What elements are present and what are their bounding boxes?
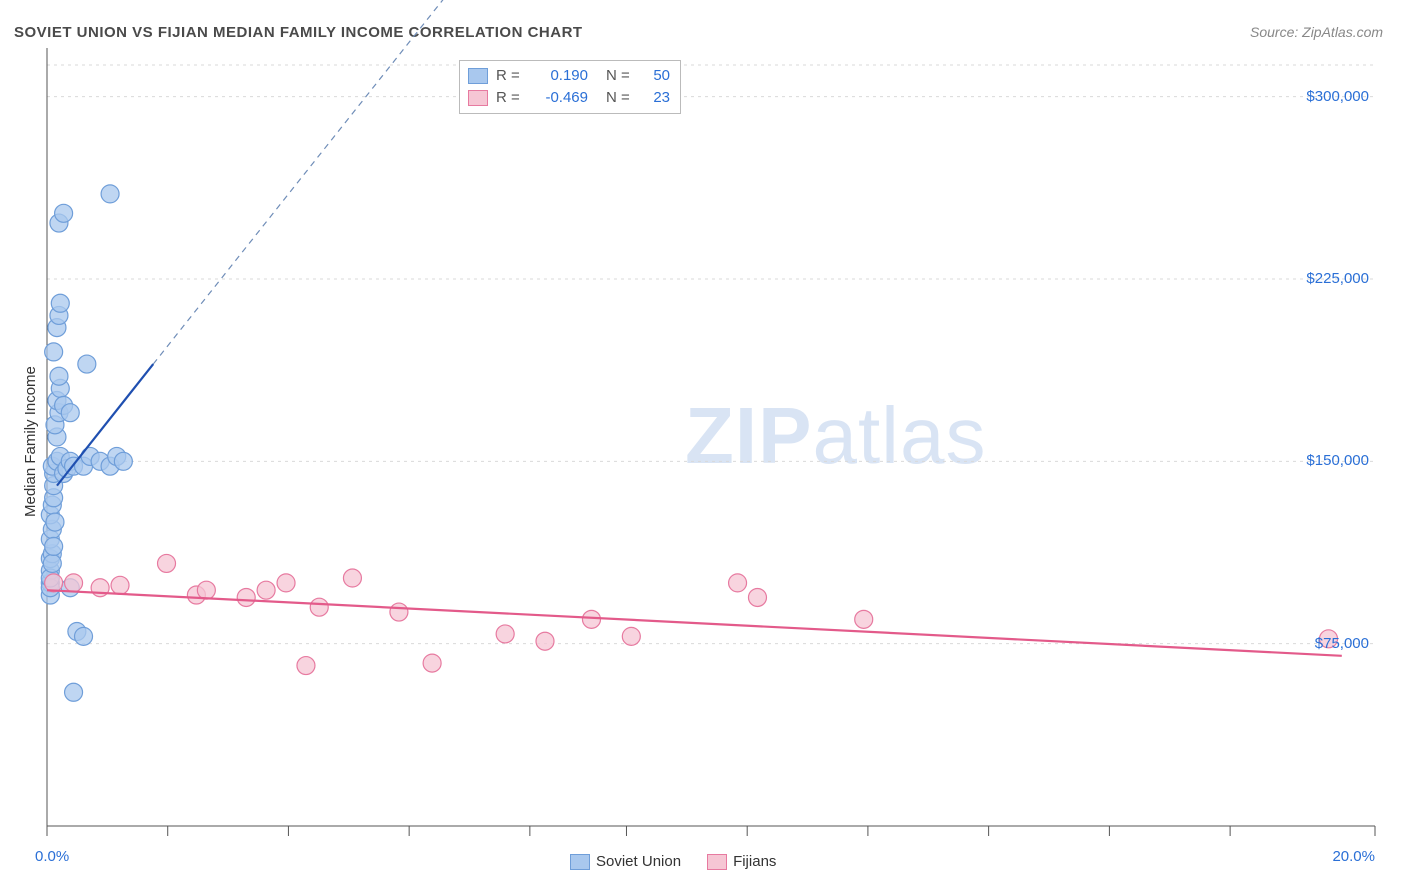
legend-label: Soviet Union (596, 853, 681, 870)
chart-plot (0, 0, 1406, 892)
legend-r-label: R = (496, 65, 524, 87)
legend-r-value: -0.469 (532, 87, 588, 109)
y-tick-label: $150,000 (1306, 452, 1369, 469)
series-legend: Soviet Union Fijians (570, 853, 776, 870)
legend-item: Soviet Union (570, 853, 681, 870)
legend-swatch (570, 854, 590, 870)
x-tick-label: 0.0% (35, 848, 69, 865)
correlation-legend: R = 0.190 N = 50 R = -0.469 N = 23 (459, 60, 681, 114)
y-tick-label: $300,000 (1306, 88, 1369, 105)
legend-n-label: N = (606, 87, 634, 109)
legend-swatch (468, 90, 488, 106)
x-tick-label: 20.0% (1332, 848, 1375, 865)
legend-r-label: R = (496, 87, 524, 109)
legend-item: Fijians (707, 853, 776, 870)
legend-n-value: 50 (642, 65, 670, 87)
legend-swatch (468, 68, 488, 84)
legend-r-value: 0.190 (532, 65, 588, 87)
y-tick-label: $225,000 (1306, 270, 1369, 287)
legend-row: R = -0.469 N = 23 (468, 87, 670, 109)
legend-label: Fijians (733, 853, 776, 870)
legend-swatch (707, 854, 727, 870)
y-tick-label: $75,000 (1315, 635, 1369, 652)
legend-n-value: 23 (642, 87, 670, 109)
legend-n-label: N = (606, 65, 634, 87)
legend-row: R = 0.190 N = 50 (468, 65, 670, 87)
